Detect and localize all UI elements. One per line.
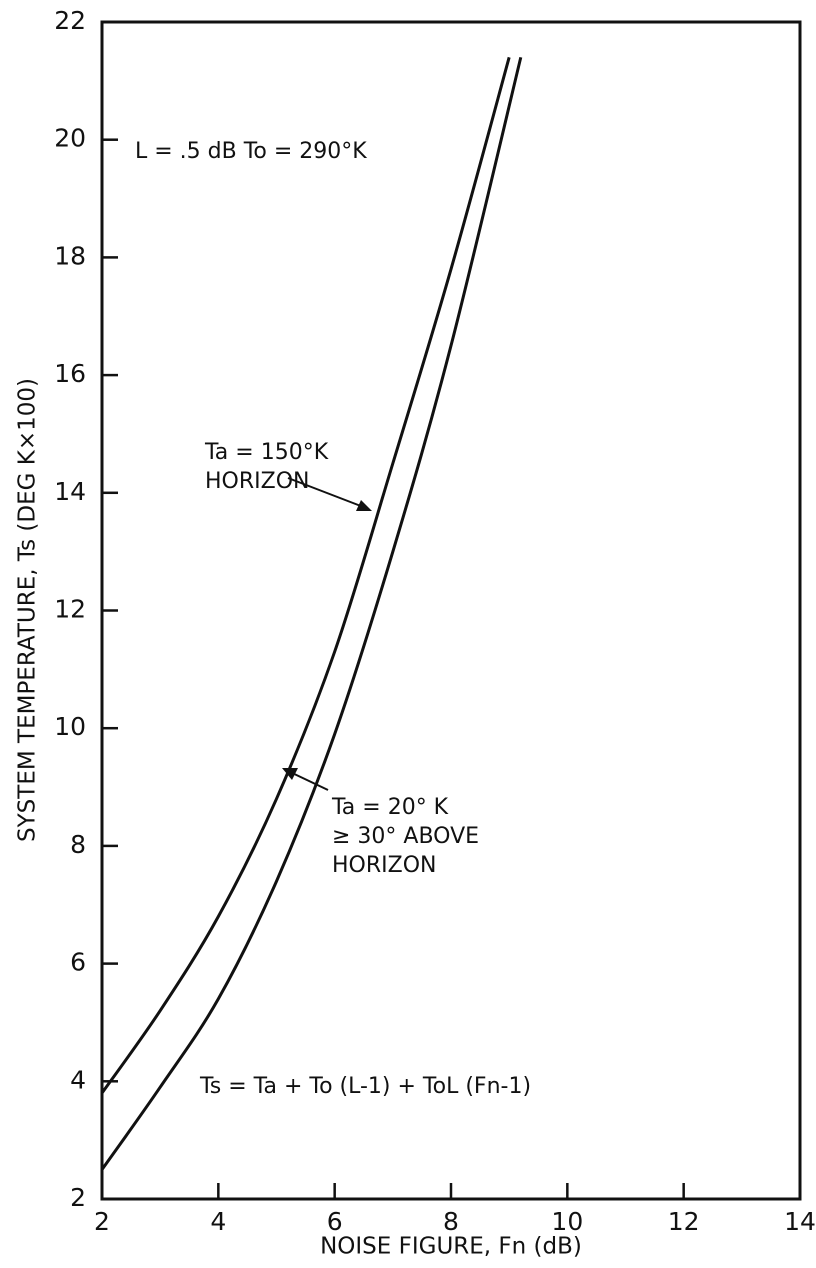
annotation: ≥ 30° ABOVE xyxy=(332,824,479,849)
y-tick-label: 18 xyxy=(54,241,86,270)
y-tick-label: 10 xyxy=(54,712,86,741)
annotation: L = .5 dB To = 290°K xyxy=(135,139,367,164)
x-tick-label: 2 xyxy=(94,1207,110,1236)
series-line xyxy=(100,56,511,1094)
y-tick-label: 4 xyxy=(70,1065,86,1094)
series-line xyxy=(100,56,523,1171)
y-tick-label: 20 xyxy=(54,124,86,153)
y-tick-label: 22 xyxy=(54,6,86,35)
y-tick-label: 16 xyxy=(54,359,86,388)
x-tick-label: 12 xyxy=(668,1207,700,1236)
annotation: HORIZON xyxy=(332,853,436,878)
arrow xyxy=(287,477,367,509)
x-tick-label: 14 xyxy=(784,1207,816,1236)
annotation: Ts = Ta + To (L-1) + ToL (Fn-1) xyxy=(199,1074,531,1099)
y-tick-label: 6 xyxy=(70,948,86,977)
plot-frame xyxy=(100,20,802,1201)
x-tick-label: 8 xyxy=(443,1207,459,1236)
x-tick-label: 6 xyxy=(327,1207,343,1236)
y-tick-label: 12 xyxy=(54,595,86,624)
y-tick-label: 14 xyxy=(54,477,86,506)
y-tick-label: 2 xyxy=(70,1183,86,1212)
x-tick-label: 4 xyxy=(210,1207,226,1236)
arrow-head xyxy=(282,768,298,780)
annotation: HORIZON xyxy=(205,469,309,494)
arrow-head xyxy=(356,500,372,511)
x-axis-title: NOISE FIGURE, Fn (dB) xyxy=(320,1234,582,1260)
annotation: Ta = 20° K xyxy=(331,795,449,820)
x-tick-label: 10 xyxy=(551,1207,583,1236)
y-tick-label: 8 xyxy=(70,830,86,859)
annotation: Ta = 150°K xyxy=(204,440,329,465)
y-axis-title: SYSTEM TEMPERATURE, Ts (DEG K×100) xyxy=(15,378,41,842)
